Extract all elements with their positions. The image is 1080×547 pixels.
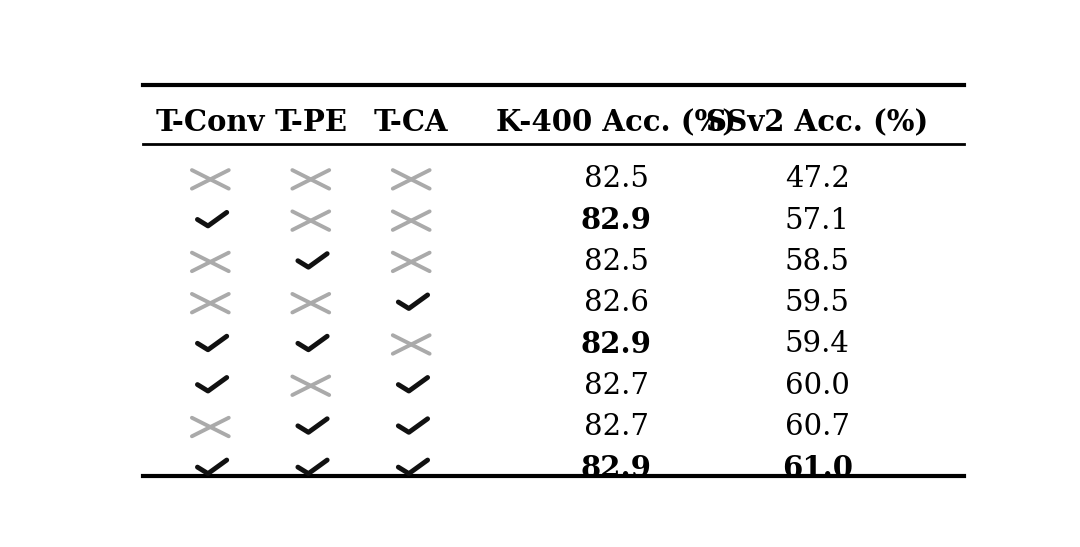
Text: 82.7: 82.7 <box>584 413 649 441</box>
Text: T-PE: T-PE <box>274 108 348 137</box>
Text: 82.9: 82.9 <box>581 330 651 359</box>
Text: K-400 Acc. (%): K-400 Acc. (%) <box>497 108 737 137</box>
Text: 60.0: 60.0 <box>785 372 850 400</box>
Text: 59.4: 59.4 <box>785 330 850 358</box>
Text: 61.0: 61.0 <box>782 454 852 483</box>
Text: 60.7: 60.7 <box>785 413 850 441</box>
Text: 82.9: 82.9 <box>581 206 651 235</box>
Text: 82.5: 82.5 <box>584 165 649 193</box>
Text: 82.9: 82.9 <box>581 454 651 483</box>
Text: T-CA: T-CA <box>374 108 448 137</box>
Text: 57.1: 57.1 <box>785 207 850 235</box>
Text: T-Conv: T-Conv <box>156 108 265 137</box>
Text: 47.2: 47.2 <box>785 165 850 193</box>
Text: 82.7: 82.7 <box>584 372 649 400</box>
Text: 58.5: 58.5 <box>785 248 850 276</box>
Text: SSv2 Acc. (%): SSv2 Acc. (%) <box>706 108 929 137</box>
Text: 82.6: 82.6 <box>584 289 649 317</box>
Text: 59.5: 59.5 <box>785 289 850 317</box>
Text: 82.5: 82.5 <box>584 248 649 276</box>
